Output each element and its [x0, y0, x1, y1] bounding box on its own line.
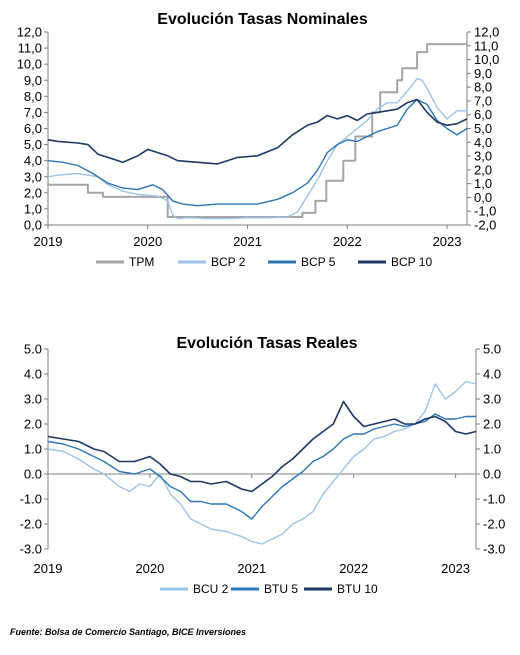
- series-line-bcp-5: [47, 98, 468, 207]
- y-left-tick-label: 10,0: [17, 57, 42, 72]
- y-left-tick-label: 4.0: [24, 367, 42, 382]
- x-tick-label: 2021: [233, 234, 262, 249]
- y-left-tick-label: 2,0: [24, 185, 42, 200]
- y-right-tick-label: 5,0: [474, 121, 492, 136]
- x-tick-label: 2023: [433, 234, 462, 249]
- y-left-tick-label: 11,0: [18, 41, 42, 56]
- chart-title: Evolución Tasas Nominales: [157, 11, 368, 28]
- series-line-btu-10: [47, 400, 477, 493]
- chart-title: Evolución Tasas Reales: [176, 335, 357, 352]
- y-right-tick-label: -3.0: [483, 542, 505, 557]
- y-right-tick-label: -2.0: [483, 517, 505, 532]
- y-left-tick-label: 9,0: [24, 73, 42, 88]
- legend-label: BCP 10: [391, 255, 432, 269]
- y-left-tick-label: 0.0: [24, 467, 42, 482]
- y-left-tick-label: 4,0: [24, 153, 42, 168]
- legend-label: BCP 2: [211, 255, 246, 269]
- y-right-tick-label: 2.0: [483, 417, 501, 432]
- series-line-bcp-10: [47, 98, 468, 165]
- y-left-tick-label: -2.0: [20, 517, 42, 532]
- legend-label: TPM: [129, 255, 154, 269]
- y-left-tick-label: -3.0: [20, 542, 42, 557]
- y-left-tick-label: 7,0: [24, 105, 42, 120]
- x-tick-label: 2022: [339, 561, 368, 576]
- y-right-tick-label: 4,0: [474, 135, 492, 150]
- y-right-tick-label: 9,0: [474, 66, 492, 81]
- y-right-tick-label: 6,0: [474, 107, 492, 122]
- x-tick-label: 2019: [34, 234, 63, 249]
- y-right-tick-label: 3.0: [483, 392, 501, 407]
- y-right-tick-label: 1.0: [483, 442, 501, 457]
- y-left-tick-label: 0,0: [24, 218, 42, 233]
- series-line-bcu-2: [47, 380, 477, 545]
- y-left-tick-label: 6,0: [24, 121, 42, 136]
- y-right-tick-label: 5.0: [483, 342, 501, 357]
- x-tick-label: 2020: [135, 561, 164, 576]
- y-right-tick-label: 0.0: [483, 467, 501, 482]
- y-right-tick-label: 10,0: [474, 52, 499, 67]
- x-tick-label: 2023: [441, 561, 470, 576]
- series-line-tpm: [48, 43, 467, 218]
- legend-label: BCP 5: [301, 255, 336, 269]
- y-right-tick-label: 7,0: [474, 93, 492, 108]
- y-right-tick-label: 2,0: [474, 162, 492, 177]
- y-left-tick-label: -1.0: [20, 492, 42, 507]
- x-tick-label: 2021: [237, 561, 266, 576]
- y-left-tick-label: 2.0: [24, 417, 42, 432]
- y-left-tick-label: 8,0: [24, 89, 42, 104]
- y-right-tick-label: 3,0: [474, 149, 492, 164]
- y-right-tick-label: 0,0: [474, 190, 492, 205]
- y-right-tick-label: -2,0: [474, 218, 496, 233]
- x-tick-label: 2019: [34, 561, 63, 576]
- y-left-tick-label: 3,0: [24, 169, 42, 184]
- series-line-bcp-2: [47, 77, 467, 220]
- y-right-tick-label: 4.0: [483, 367, 501, 382]
- source-note: Fuente: Bolsa de Comercio Santiago, BICE…: [10, 627, 247, 637]
- x-tick-label: 2020: [133, 234, 162, 249]
- series-line-btu-5: [47, 413, 476, 520]
- y-right-tick-label: -1.0: [483, 492, 505, 507]
- y-left-tick-label: 5,0: [24, 137, 42, 152]
- y-left-tick-label: 3.0: [24, 392, 42, 407]
- y-left-tick-label: 1.0: [24, 442, 42, 457]
- y-left-tick-label: 5.0: [24, 342, 42, 357]
- y-right-tick-label: 8,0: [474, 80, 492, 95]
- legend-label: BTU 5: [264, 582, 298, 596]
- y-right-tick-label: 11,0: [474, 38, 498, 53]
- y-left-tick-label: 1,0: [24, 201, 42, 216]
- y-left-tick-label: 12,0: [17, 25, 42, 40]
- y-right-tick-label: 1,0: [474, 176, 492, 191]
- y-right-tick-label: -1,0: [474, 204, 496, 219]
- y-right-tick-label: 12,0: [474, 25, 499, 40]
- x-tick-label: 2022: [333, 234, 362, 249]
- legend-label: BCU 2: [193, 582, 229, 596]
- legend-label: BTU 10: [337, 582, 378, 596]
